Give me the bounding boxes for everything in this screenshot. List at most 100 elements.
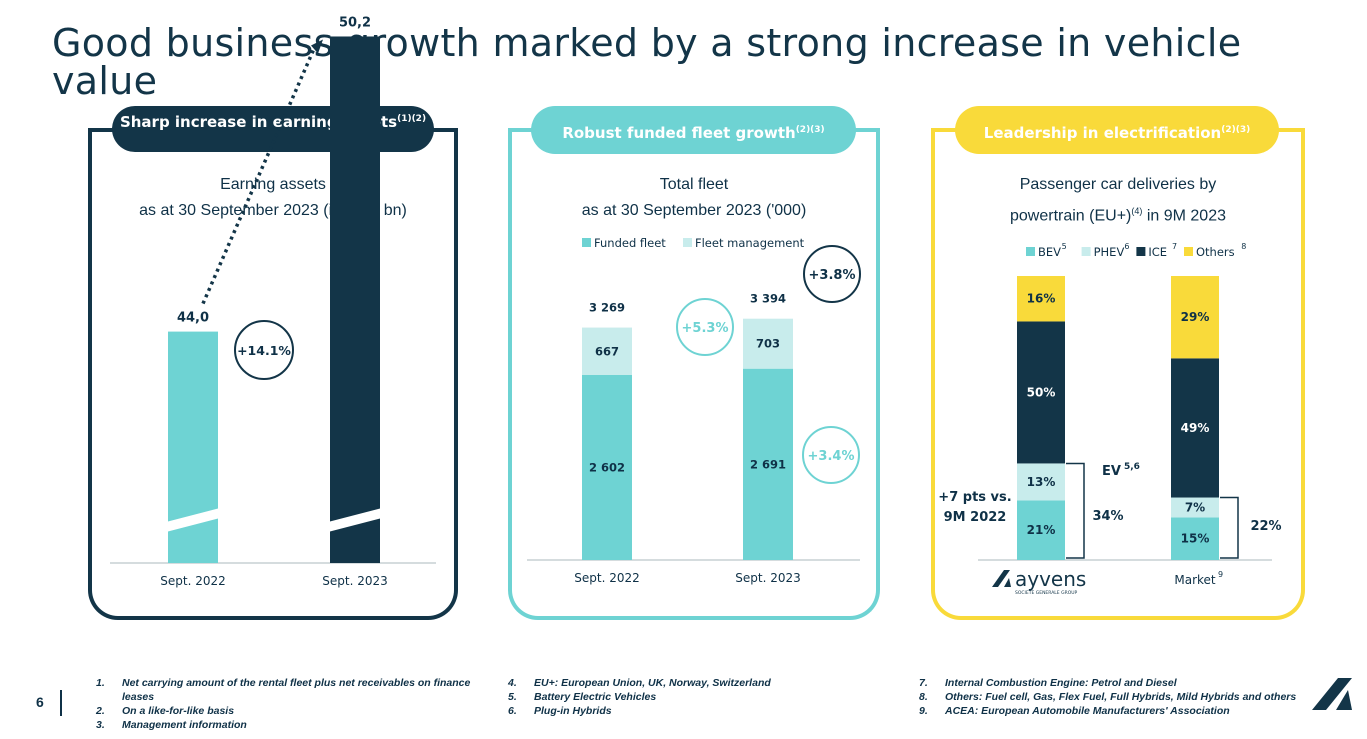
pill-sup: (2)(3)	[1221, 125, 1251, 135]
category-label: Sept. 2022	[160, 574, 226, 588]
total-growth-circle	[803, 245, 861, 303]
bar-value-label: 50,2	[339, 15, 371, 30]
bar-segment	[582, 375, 632, 560]
electrification-pill: Leadership in electrification(2)(3)	[955, 106, 1279, 154]
subtitle-line-2a: powertrain (EU+)	[1010, 207, 1132, 225]
footnote-text: Battery Electric Vehicles	[534, 691, 657, 703]
bar-segment	[1171, 276, 1219, 359]
axis-break-0	[166, 508, 220, 532]
footnote-text: Internal Combustion Engine: Petrol and D…	[945, 677, 1177, 689]
bar-1	[330, 36, 380, 564]
ev-label: EV	[1102, 464, 1121, 479]
category-label: Sept. 2023	[735, 571, 801, 585]
footnote-text: ACEA: European Automobile Manufacturers'…	[945, 705, 1230, 717]
fleet-pill: Robust funded fleet growth(2)(3)	[531, 106, 856, 154]
bar-segment	[1017, 321, 1065, 464]
footnote-number: 5.	[508, 691, 517, 703]
earning-assets-pill: Sharp increase in earning assets(1)(2)	[112, 106, 434, 152]
fleet-mgmt-growth-circle	[676, 298, 734, 356]
ayvens-logo-text: ayvens	[1015, 567, 1086, 591]
pts-line-2: 9M 2022	[944, 510, 1007, 525]
bar-segment	[1171, 358, 1219, 498]
subtitle-line-1: Earning assets	[220, 176, 326, 193]
total-growth-label: +3.8%	[809, 268, 856, 283]
legend-label: ICE	[1148, 245, 1167, 259]
ayvens-logo-icon	[992, 570, 1010, 587]
pill-sup: (1)(2)	[397, 114, 427, 124]
bar-segment	[1017, 463, 1065, 501]
page-number: 6	[36, 694, 44, 710]
ayvens-mark-icon	[1312, 678, 1352, 710]
bar-segment	[1171, 517, 1219, 560]
electrification-subtitle: Passenger car deliveries by powertrain (…	[944, 172, 1292, 229]
page-number-divider	[60, 690, 62, 716]
segment-value-label: 2 602	[589, 461, 625, 475]
segment-value-label: 16%	[1027, 292, 1056, 306]
segment-value-label: 703	[756, 337, 780, 351]
footnote-text: Management information	[122, 719, 247, 731]
fleet-mgmt-growth-label: +5.3%	[682, 321, 729, 336]
subtitle-line-2: as at 30 September 2023 ('000)	[581, 202, 807, 219]
pill-text: Robust funded fleet growth	[562, 124, 796, 142]
growth-arrow	[201, 45, 317, 305]
ev-total-market: 22%	[1250, 519, 1281, 534]
legend-label: BEV	[1038, 245, 1061, 259]
subtitle-line-1: Total fleet	[659, 176, 729, 193]
footnote-number: 8.	[919, 691, 928, 703]
segment-value-label: 50%	[1027, 385, 1056, 399]
axis-break-1	[328, 508, 382, 532]
fleet-panel	[508, 128, 880, 620]
bar-segment	[1171, 497, 1219, 518]
footnote-text: Net carrying amount of the rental fleet …	[122, 677, 471, 703]
legend-swatch	[1136, 247, 1146, 256]
legend-swatch	[1026, 247, 1035, 256]
legend-swatch	[582, 238, 591, 247]
market-label: Market	[1174, 573, 1216, 587]
segment-value-label: 21%	[1027, 523, 1056, 537]
pill-text: Leadership in electrification	[983, 124, 1222, 142]
market-sup: 9	[1218, 570, 1223, 579]
segment-value-label: 49%	[1181, 421, 1210, 435]
segment-value-label: 29%	[1181, 310, 1210, 324]
bar-segment	[1017, 500, 1065, 560]
legend-swatch	[1184, 247, 1193, 256]
ev-bracket-company	[1066, 462, 1085, 559]
subtitle-line-2b: in 9M 2023	[1142, 207, 1226, 225]
electrification-panel	[931, 128, 1305, 620]
growth-label: +14.1%	[237, 343, 291, 358]
legend-swatch	[1081, 247, 1091, 256]
funded-growth-circle	[802, 426, 860, 484]
category-label: Sept. 2023	[322, 574, 388, 588]
footnote-number: 7.	[919, 677, 928, 689]
bar-segment	[743, 318, 793, 369]
footnote-text: Others: Fuel cell, Gas, Flex Fuel, Full …	[945, 691, 1297, 703]
legend-sup: 5	[1062, 242, 1067, 251]
ayvens-logo-icon-part	[1004, 578, 1011, 587]
ev-bracket-market	[1220, 496, 1239, 559]
category-label: Sept. 2022	[574, 571, 640, 585]
growth-circle	[234, 320, 294, 380]
total-value-label: 3 394	[750, 292, 786, 306]
legend-sup: 7	[1172, 242, 1177, 251]
footnote-number: 1.	[96, 677, 105, 689]
legend-label: Fleet management	[695, 236, 805, 250]
footnote-number: 3.	[96, 719, 105, 731]
footnote-number: 4.	[508, 677, 517, 689]
segment-value-label: 7%	[1185, 500, 1205, 514]
bar-segment	[582, 327, 632, 375]
ayvens-logo-tagline: SOCIETE GENERALE GROUP	[1015, 590, 1078, 596]
bar-segment	[743, 368, 793, 560]
page-title: Good business growth marked by a strong …	[52, 21, 1242, 103]
footnote-text: EU+: European Union, UK, Norway, Switzer…	[534, 677, 771, 689]
subtitle-line-1: Passenger car deliveries by	[1019, 176, 1217, 193]
subtitle-sup: (4)	[1131, 206, 1143, 216]
footnote-number: 6.	[508, 705, 517, 717]
segment-value-label: 2 691	[750, 457, 786, 471]
legend-sup: 6	[1124, 242, 1129, 251]
bar-value-label: 44,0	[177, 311, 209, 326]
segment-value-label: 667	[595, 344, 619, 358]
footnote-text: On a like-for-like basis	[122, 705, 235, 717]
bar-segment	[1017, 276, 1065, 322]
